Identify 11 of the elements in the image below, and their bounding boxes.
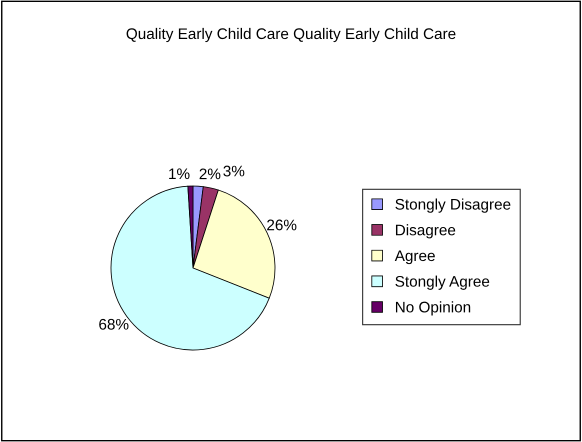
data-label: 26% [267, 220, 296, 230]
legend-label: No Opinion [396, 301, 470, 316]
legend-label: Stongly Agree [395, 276, 490, 290]
data-label: 1% [169, 168, 190, 180]
legend-label: Agree [394, 250, 435, 264]
legend-label: Disagree [396, 224, 456, 238]
data-label: 3% [223, 166, 244, 176]
data-label: 2% [200, 168, 220, 180]
chart-title: Quality Early Child Care Quality Early Child Care [126, 28, 456, 42]
data-label: 68% [99, 318, 128, 330]
legend-label: Stongly Disagree [395, 198, 510, 213]
